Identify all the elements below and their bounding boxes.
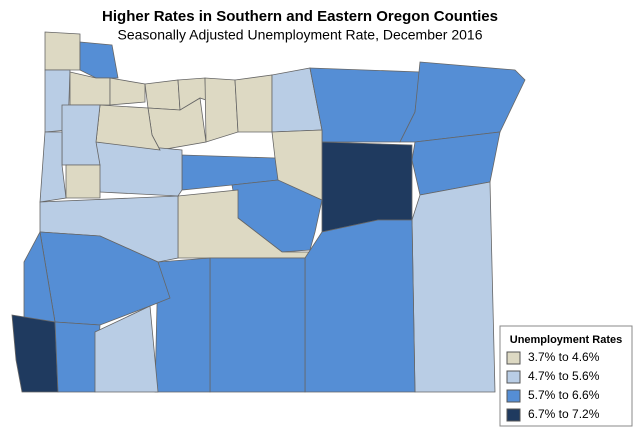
legend-label: 5.7% to 6.6%	[528, 388, 600, 402]
county	[321, 141, 413, 233]
county	[61, 104, 101, 166]
county	[399, 61, 526, 143]
county	[204, 77, 239, 143]
county	[11, 314, 59, 393]
legend-swatch	[506, 351, 521, 365]
legend-swatch	[506, 389, 521, 403]
legend: Unemployment Rates 3.7% to 4.6% 4.7% to 5…	[499, 325, 633, 427]
county	[79, 41, 119, 79]
county	[109, 77, 146, 106]
legend-box	[499, 325, 633, 427]
county	[95, 141, 183, 197]
county	[23, 230, 56, 323]
county	[177, 189, 311, 259]
county	[309, 67, 421, 143]
county	[44, 31, 81, 71]
oregon-counties	[11, 31, 526, 393]
legend-swatch	[506, 370, 521, 384]
county	[304, 219, 416, 393]
county	[54, 321, 101, 393]
legend-swatch	[506, 408, 521, 422]
county	[94, 305, 159, 393]
county	[65, 164, 101, 199]
subtitle: Seasonally Adjusted Unemployment Rate, D…	[118, 27, 483, 43]
legend-title: Unemployment Rates	[510, 334, 622, 346]
county	[144, 79, 181, 111]
county	[177, 77, 207, 111]
county	[234, 74, 273, 133]
legend-label: 3.7% to 4.6%	[528, 350, 600, 364]
county	[411, 181, 496, 393]
county	[39, 131, 67, 203]
county	[154, 257, 211, 393]
county	[209, 257, 306, 393]
legend-label: 4.7% to 5.6%	[528, 369, 600, 383]
legend-label: 6.7% to 7.2%	[528, 407, 600, 421]
title: Higher Rates in Southern and Eastern Ore…	[102, 8, 498, 25]
